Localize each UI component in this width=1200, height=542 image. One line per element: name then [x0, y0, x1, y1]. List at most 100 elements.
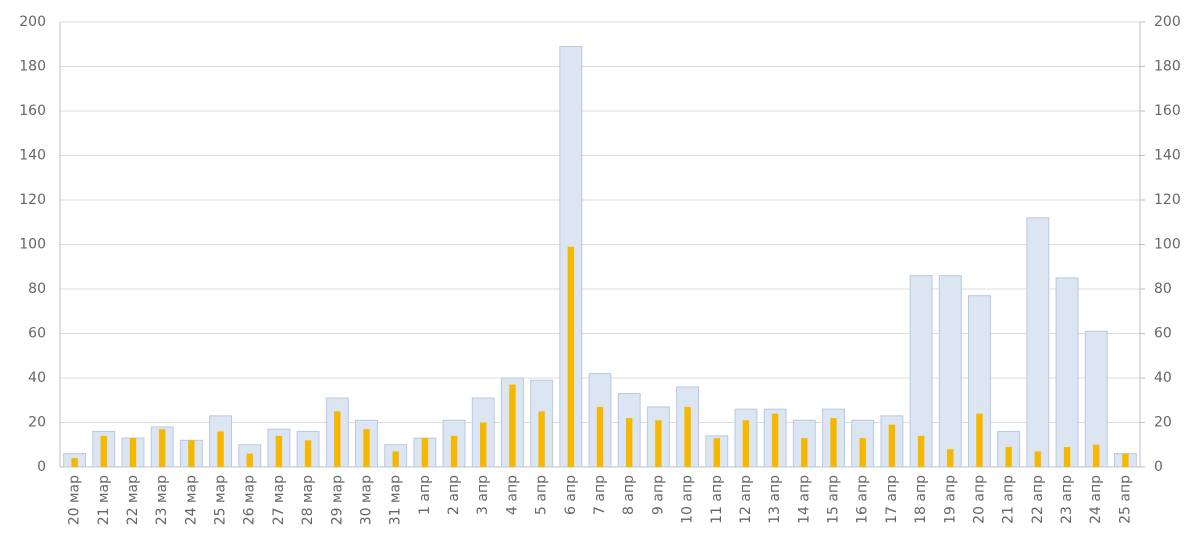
bar	[1122, 453, 1129, 467]
bar	[304, 440, 312, 467]
bar	[334, 411, 341, 467]
y2-tick-label: 60	[1154, 326, 1172, 342]
bar	[275, 435, 283, 467]
x-tick-label: 9 апр	[650, 475, 666, 515]
x-tick-label: 8 апр	[621, 475, 637, 515]
bar	[830, 418, 837, 467]
bar	[188, 440, 195, 467]
x-tick-label: 26 мар	[242, 475, 258, 525]
y2-tick-label: 140	[1154, 148, 1181, 164]
y2-tick-label: 120	[1154, 192, 1181, 208]
bar	[158, 429, 166, 467]
x-tick-label: 25 мар	[213, 475, 229, 525]
bar	[509, 384, 516, 467]
y2-tick-label: 40	[1154, 370, 1172, 386]
bar	[246, 453, 253, 467]
x-tick-label: 18 апр	[913, 475, 929, 524]
bar	[100, 435, 107, 467]
x-tick-label: 1 апр	[417, 475, 433, 515]
x-tick-label: 12 апр	[738, 475, 754, 524]
bar	[938, 275, 962, 468]
y2-tick-label: 20	[1154, 415, 1172, 431]
x-tick-label: 17 апр	[884, 475, 900, 524]
x-tick-label: 23 апр	[1059, 475, 1075, 524]
y-tick-label: 40	[28, 370, 46, 386]
x-tick-label: 23 мар	[154, 475, 170, 525]
y2-tick-label: 200	[1154, 14, 1181, 30]
bar	[596, 406, 604, 467]
bar	[1055, 277, 1079, 468]
y2-tick-label: 160	[1154, 103, 1181, 119]
y-tick-label: 160	[19, 103, 46, 119]
x-tick-label: 25 апр	[1117, 475, 1133, 524]
x-tick-label: 21 апр	[1001, 475, 1017, 524]
bar	[947, 449, 954, 467]
x-tick-label: 22 апр	[1030, 475, 1046, 524]
x-tick-label: 6 апр	[563, 475, 579, 515]
bar	[917, 435, 925, 467]
bar	[859, 438, 866, 467]
x-tick-label: 20 апр	[971, 475, 987, 524]
y-tick-label: 0	[37, 459, 46, 475]
x-tick-label: 31 мар	[388, 475, 404, 525]
y-tick-label: 200	[19, 14, 46, 30]
x-tick-label: 27 мар	[271, 475, 287, 525]
bar	[129, 438, 137, 467]
bar	[450, 435, 458, 467]
y-tick-label: 20	[28, 415, 46, 431]
x-tick-label: 10 апр	[680, 475, 696, 524]
bar	[1026, 217, 1050, 468]
bar	[538, 411, 545, 467]
y-tick-label: 140	[19, 148, 46, 164]
x-tick-label: 21 мар	[96, 475, 112, 525]
y2-tick-label: 0	[1154, 459, 1163, 475]
x-tick-label: 11 апр	[709, 475, 725, 524]
bar	[1063, 446, 1071, 467]
x-tick-label: 5 апр	[534, 475, 550, 515]
x-tick-label: 15 апр	[826, 475, 842, 524]
bar	[1093, 444, 1100, 467]
bar	[771, 413, 779, 467]
x-tick-label: 2 апр	[446, 475, 462, 515]
x-tick-label: 7 апр	[592, 475, 608, 515]
x-tick-label: 4 апр	[504, 475, 520, 515]
bar	[1034, 451, 1042, 467]
x-tick-label: 30 мар	[358, 475, 374, 525]
x-tick-label: 24 апр	[1088, 475, 1104, 524]
x-tick-label: 13 апр	[767, 475, 783, 524]
bar	[684, 406, 691, 467]
bar	[217, 431, 224, 467]
x-tick-label: 29 мар	[329, 475, 345, 525]
bar	[713, 438, 720, 467]
bar	[976, 413, 983, 467]
y-tick-label: 180	[19, 59, 46, 75]
y-tick-label: 100	[19, 237, 46, 253]
y-tick-label: 80	[28, 281, 46, 297]
x-tick-label: 22 мар	[125, 475, 141, 525]
x-tick-label: 24 мар	[183, 475, 199, 525]
bar	[655, 420, 662, 467]
y-tick-label: 120	[19, 192, 46, 208]
bar	[801, 438, 808, 467]
y2-tick-label: 180	[1154, 59, 1181, 75]
x-tick-label: 28 мар	[300, 475, 316, 525]
bar	[480, 422, 487, 467]
bar	[363, 429, 370, 467]
y2-tick-label: 80	[1154, 281, 1172, 297]
y2-tick-label: 100	[1154, 237, 1181, 253]
x-tick-label: 16 апр	[855, 475, 871, 524]
bar	[421, 438, 429, 467]
bar	[625, 418, 633, 467]
x-tick-label: 19 апр	[942, 475, 958, 524]
bar	[742, 420, 750, 467]
bar	[392, 451, 399, 467]
bar	[71, 458, 78, 467]
bar	[567, 246, 575, 467]
x-tick-label: 3 апр	[475, 475, 491, 515]
x-tick-label: 14 апр	[796, 475, 812, 524]
bar	[1005, 446, 1012, 467]
bar	[888, 424, 896, 467]
x-tick-label: 20 мар	[67, 475, 83, 525]
y-tick-label: 60	[28, 326, 46, 342]
